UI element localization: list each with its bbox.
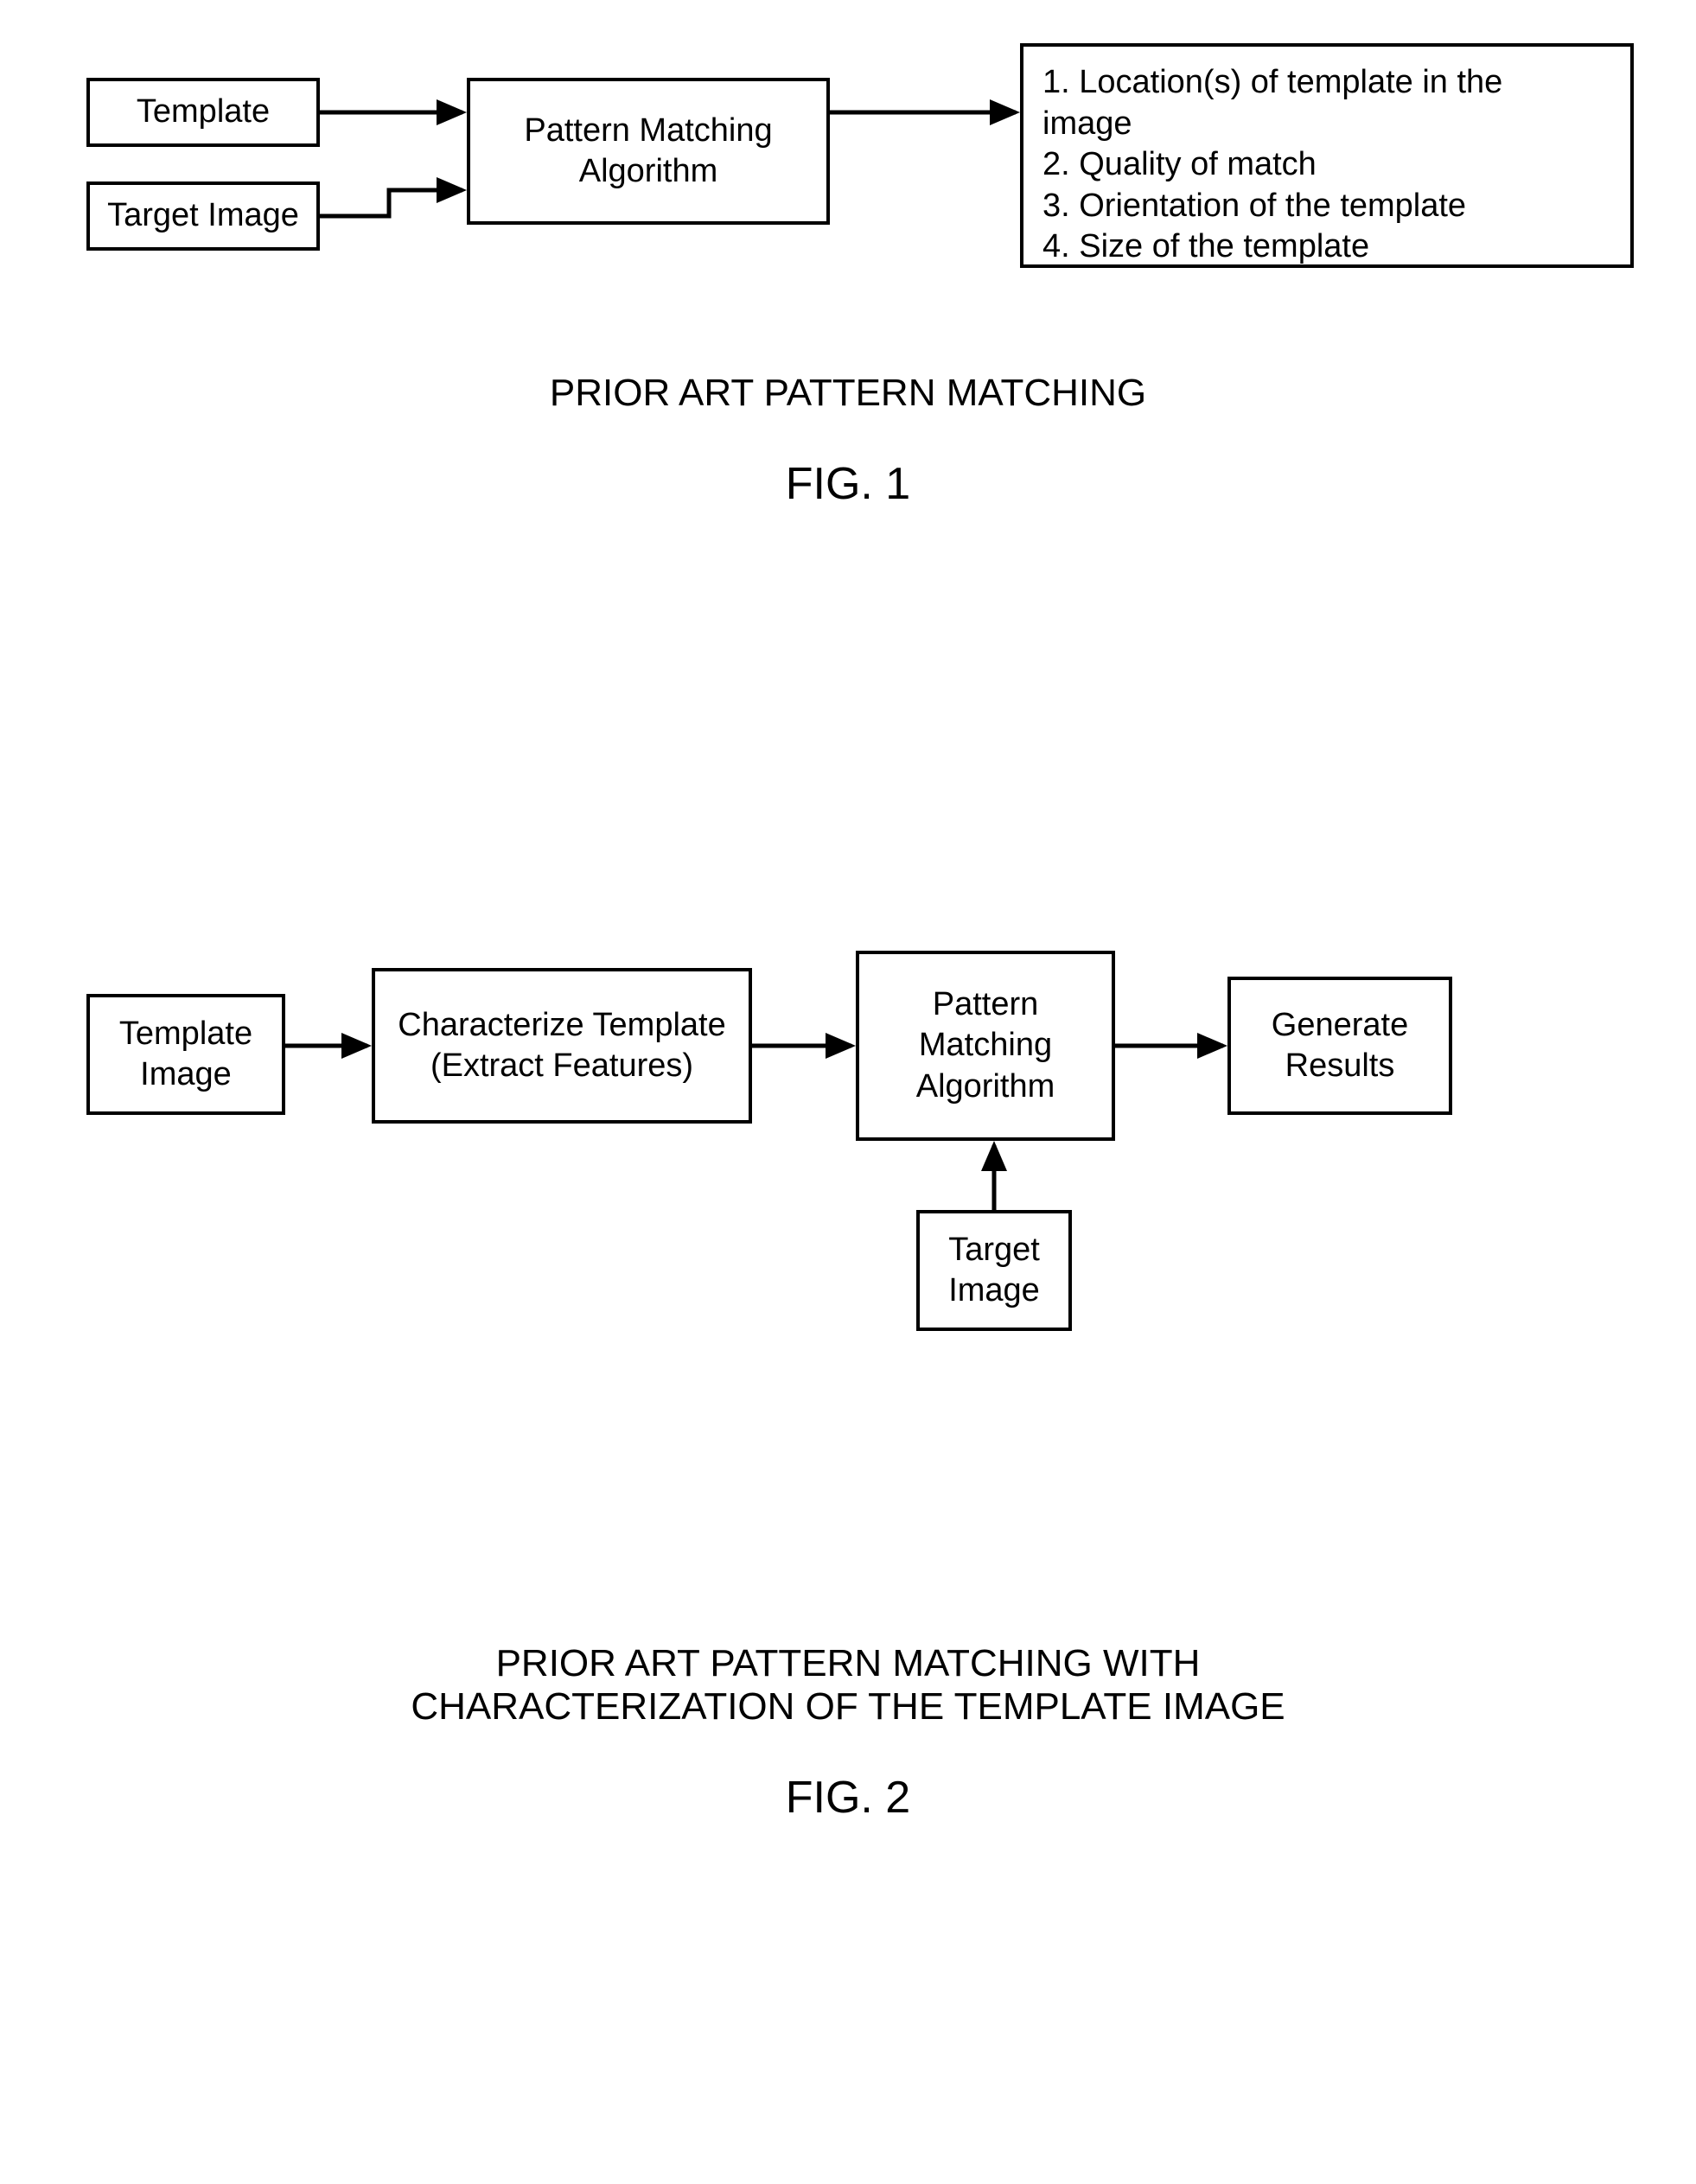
fig1-edge-target-algorithm [320, 190, 462, 216]
fig1-algorithm-label: Pattern Matching Algorithm [524, 111, 772, 193]
fig2-results-label: Generate Results [1272, 1005, 1408, 1087]
fig1-label: FIG. 1 [0, 458, 1696, 510]
fig2-target-image-label: Target Image [948, 1230, 1040, 1312]
fig1-target-image-label: Target Image [107, 195, 299, 237]
fig2-algorithm-box: Pattern Matching Algorithm [856, 951, 1115, 1141]
fig2-target-image-box: Target Image [916, 1210, 1072, 1331]
fig1-output-line-5: 4. Size of the template [1042, 226, 1502, 268]
fig1-output-line-4: 3. Orientation of the template [1042, 186, 1502, 227]
fig1-template-box: Template [86, 78, 320, 147]
fig1-output-line-2: image [1042, 104, 1502, 145]
fig1-target-image-box: Target Image [86, 181, 320, 251]
fig1-template-label: Template [137, 92, 270, 133]
fig2-characterize-box: Characterize Template (Extract Features) [372, 968, 752, 1124]
fig2-template-image-label: Template Image [119, 1014, 252, 1096]
fig1-algorithm-box: Pattern Matching Algorithm [467, 78, 830, 225]
page: Template Target Image Pattern Matching A… [0, 0, 1696, 2184]
fig1-outputs-text: 1. Location(s) of template in the image … [1042, 62, 1502, 268]
fig1-caption: PRIOR ART PATTERN MATCHING [0, 372, 1696, 415]
fig2-template-image-box: Template Image [86, 994, 285, 1115]
fig1-outputs-box: 1. Location(s) of template in the image … [1020, 43, 1634, 268]
fig2-algorithm-label: Pattern Matching Algorithm [916, 984, 1055, 1108]
fig2-results-box: Generate Results [1227, 977, 1452, 1115]
fig1-output-line-3: 2. Quality of match [1042, 144, 1502, 186]
fig2-label: FIG. 2 [0, 1772, 1696, 1824]
fig1-output-line-1: 1. Location(s) of template in the [1042, 62, 1502, 104]
fig2-characterize-label: Characterize Template (Extract Features) [398, 1005, 725, 1087]
fig2-caption: PRIOR ART PATTERN MATCHING WITH CHARACTE… [0, 1642, 1696, 1729]
